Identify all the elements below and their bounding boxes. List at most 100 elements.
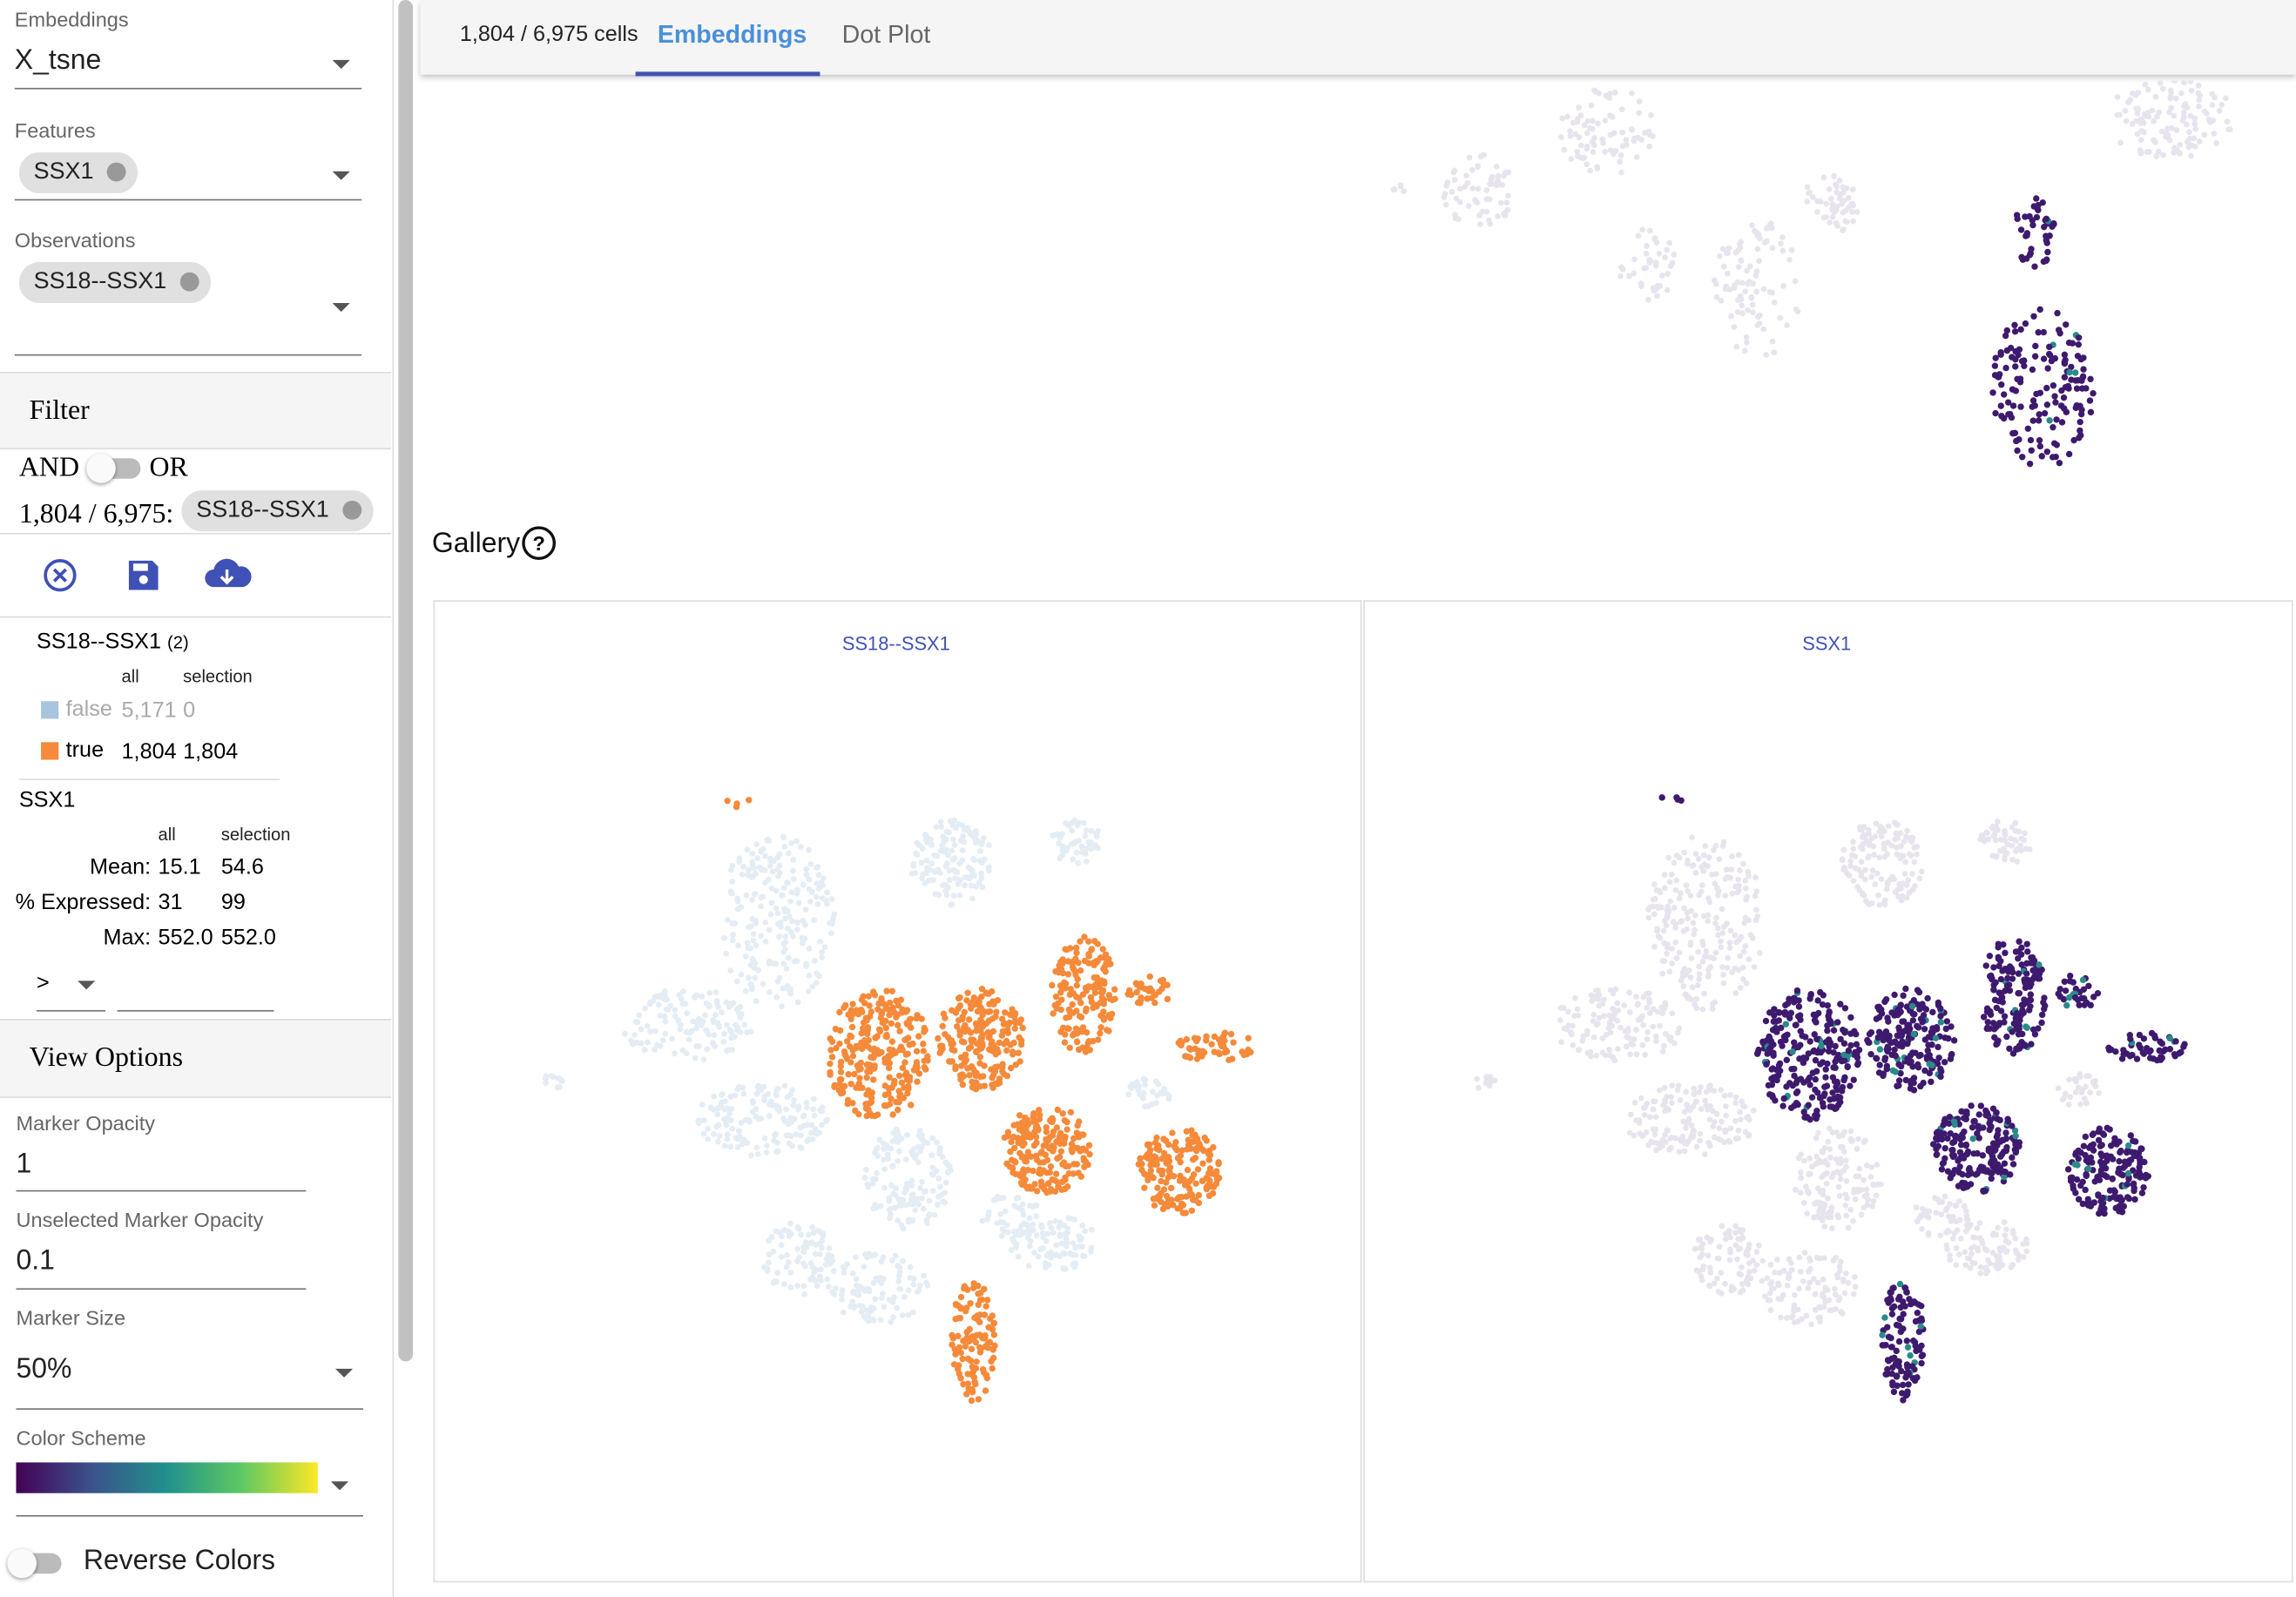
point [1911, 859, 1918, 866]
point [1070, 1135, 1077, 1142]
dropdown-arrow[interactable] [332, 171, 350, 180]
point [899, 1312, 906, 1318]
point [1030, 1167, 1037, 1175]
point [1050, 1230, 1057, 1236]
point [750, 937, 757, 944]
point [1664, 246, 1671, 253]
point [721, 934, 728, 941]
point [1161, 1203, 1169, 1210]
point [2096, 1089, 2103, 1096]
point [939, 882, 946, 888]
scrollbar[interactable] [398, 0, 414, 1362]
point [1841, 1005, 1849, 1012]
point [2166, 1034, 2173, 1042]
gallery-panel[interactable] [433, 600, 1362, 1583]
clear-icon[interactable] [44, 559, 77, 592]
point [1205, 1176, 1212, 1183]
point [1068, 841, 1075, 848]
point [647, 1028, 654, 1034]
section-title: View Options [29, 1041, 184, 1074]
section-header[interactable] [0, 372, 391, 450]
point [888, 1020, 895, 1028]
chip[interactable]: SS18--SSX1 [181, 490, 374, 532]
save-icon[interactable] [128, 560, 159, 590]
point [2133, 105, 2140, 112]
toggle[interactable] [7, 1548, 62, 1579]
point [1715, 932, 1721, 939]
point [1066, 1044, 1073, 1052]
point [2171, 145, 2178, 152]
select-value[interactable]: X_tsne [14, 45, 102, 77]
input-value[interactable]: 1 [16, 1149, 32, 1180]
point [2029, 960, 2037, 967]
tab[interactable]: Dot Plot [841, 20, 931, 49]
section-header[interactable] [0, 1019, 391, 1098]
point [881, 1082, 888, 1089]
point [1990, 1230, 1997, 1236]
operator[interactable]: > [37, 970, 50, 996]
point [1584, 118, 1591, 125]
point [1192, 1180, 1199, 1187]
point [1606, 1047, 1612, 1053]
row-label: Max: [103, 925, 152, 951]
point [769, 868, 776, 875]
point [826, 1245, 833, 1251]
point [1165, 1196, 1172, 1204]
chip[interactable]: SS18--SSX1 [18, 261, 211, 303]
point [1769, 1065, 1777, 1072]
point [1001, 1020, 1008, 1027]
point [885, 1090, 892, 1097]
point [1800, 1108, 1807, 1115]
point [1951, 1230, 1958, 1236]
point [1033, 1156, 1041, 1163]
point [1689, 984, 1696, 991]
main-embedding-plot[interactable] [420, 80, 2296, 505]
row-label[interactable]: true [65, 738, 105, 763]
dropdown-arrow[interactable] [78, 980, 96, 990]
toggle[interactable] [86, 454, 141, 483]
legend-swatch[interactable] [41, 701, 59, 719]
dropdown-arrow[interactable] [330, 1481, 349, 1491]
point [1907, 837, 1914, 843]
point [2017, 842, 2023, 849]
point [985, 842, 992, 848]
row-label[interactable]: false [65, 697, 112, 722]
chip[interactable]: SSX1 [18, 152, 138, 193]
point [1639, 1133, 1646, 1139]
download-icon[interactable] [205, 558, 252, 588]
tab[interactable]: Embeddings [657, 20, 807, 49]
point [1688, 955, 1695, 961]
point [894, 1021, 902, 1029]
point [2050, 219, 2057, 227]
gallery-panel[interactable] [1363, 600, 2293, 1583]
point [1779, 247, 1786, 254]
point [967, 1300, 974, 1307]
point [1769, 245, 1776, 252]
point [912, 1207, 919, 1214]
point [900, 1196, 907, 1203]
point [2036, 961, 2043, 968]
dropdown-arrow[interactable] [332, 59, 350, 70]
dropdown-arrow[interactable] [334, 1368, 354, 1378]
help-icon[interactable]: ? [521, 526, 559, 564]
input-value[interactable]: 0.1 [16, 1245, 55, 1277]
point [863, 1166, 869, 1173]
text-input[interactable] [117, 1009, 274, 1012]
point [1841, 1029, 1848, 1036]
point [1657, 283, 1664, 289]
color-scheme-swatch[interactable] [16, 1462, 318, 1493]
point [2068, 376, 2075, 383]
point [978, 841, 985, 847]
legend-swatch[interactable] [41, 742, 59, 760]
point [1183, 1128, 1191, 1135]
select-value[interactable]: 50% [16, 1354, 72, 1385]
point [812, 958, 818, 964]
point [2026, 460, 2034, 468]
dropdown-arrow[interactable] [332, 302, 350, 313]
point [1681, 849, 1688, 856]
point [937, 819, 944, 825]
point [2133, 1055, 2141, 1062]
point [1984, 1257, 1991, 1263]
point [1062, 1031, 1069, 1038]
point [855, 1066, 862, 1074]
